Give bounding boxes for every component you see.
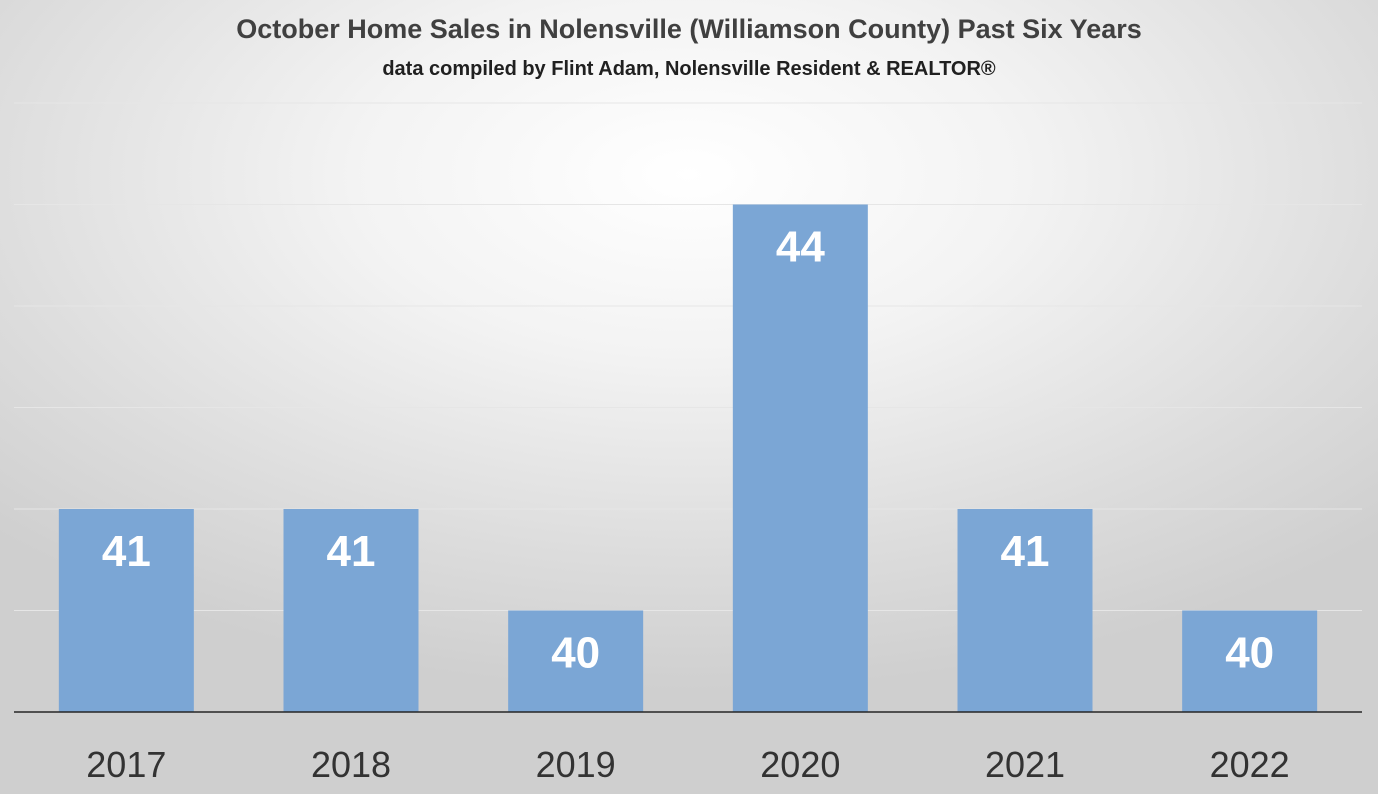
data-label-2020: 44	[776, 223, 825, 272]
x-tick-label-2022: 2022	[1210, 744, 1290, 785]
bar-2017	[58, 509, 194, 712]
data-label-2021: 41	[1001, 527, 1050, 576]
x-tick-label-2018: 2018	[311, 744, 391, 785]
x-tick-label-2020: 2020	[760, 744, 840, 785]
x-tick-label-2021: 2021	[985, 744, 1065, 785]
chart-title: October Home Sales in Nolensville (Willi…	[236, 14, 1142, 44]
data-label-2022: 40	[1225, 629, 1274, 678]
bar-2020	[732, 204, 868, 712]
data-label-2019: 40	[551, 629, 600, 678]
x-tick-label-2017: 2017	[86, 744, 166, 785]
data-label-2017: 41	[102, 527, 151, 576]
bar-2022	[1182, 610, 1318, 712]
data-label-2018: 41	[327, 527, 376, 576]
bar-2019	[508, 610, 644, 712]
x-tick-label-2019: 2019	[536, 744, 616, 785]
gridlines	[14, 102, 1362, 611]
bar-2018	[283, 509, 419, 712]
bar-2021	[957, 509, 1093, 712]
bars: 41 41 40 44 41 40	[58, 204, 1318, 712]
x-axis-tick-labels: 2017 2018 2019 2020 2021 2022	[86, 744, 1289, 785]
chart-subtitle: data compiled by Flint Adam, Nolensville…	[382, 58, 996, 80]
